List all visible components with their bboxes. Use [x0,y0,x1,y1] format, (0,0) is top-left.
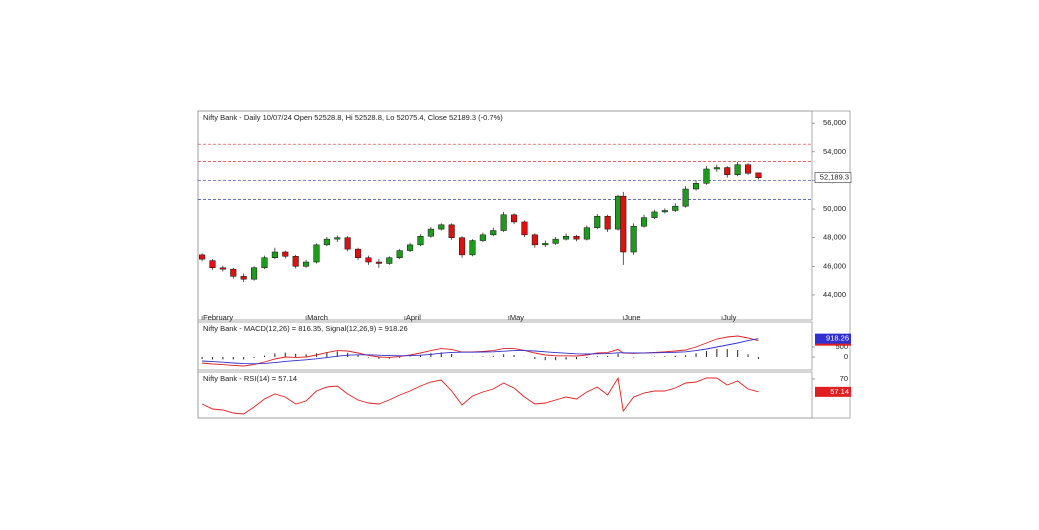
candle-body [417,236,424,246]
candle-body [448,224,455,238]
candle-body [724,167,731,175]
candle-body [651,211,658,218]
candle-body [604,215,611,230]
candle-body [282,251,289,257]
last-price-label: 52,189.3 [820,173,849,182]
end-label: 57.14 [830,387,849,396]
y-tick-label: 44,000 [823,290,846,299]
candle-body [230,268,237,277]
candle-body [531,234,538,246]
candle-body [427,228,434,237]
candle-body [386,257,393,264]
candle-body [734,164,741,175]
candle-body [500,214,507,231]
candle-body [344,237,351,250]
panel-frame [197,110,813,321]
end-label-box [815,386,851,397]
y-tick-label: 70 [840,374,848,383]
candle-body [438,224,445,230]
candle-body [661,210,668,213]
candle-body [682,188,689,207]
y-tick-label: 50,000 [823,204,846,213]
series-line [202,335,759,367]
candle-body [209,260,216,269]
candle-body [573,236,580,240]
candle-body [583,227,590,240]
candle-body [469,240,476,256]
panel-title: Nifty Bank - Daily 10/07/24 Open 52528.8… [203,113,503,122]
panel-frame [197,321,813,371]
candle-body [365,257,372,263]
candle-body [479,234,486,241]
candle-body [713,167,720,170]
y-tick-label: 0 [844,352,848,361]
candle-body [313,244,320,263]
end-label: 918.26 [826,334,849,343]
candle-body [355,248,362,258]
end-label-box [815,333,851,344]
candle-body [511,214,518,223]
candle-body [615,195,622,230]
candle-body [375,261,382,264]
candle-body [334,237,341,240]
candle-body [521,221,528,236]
candle-body [594,215,601,228]
candle-body [490,230,497,236]
candle-body [271,251,278,258]
x-tick-label: May [510,313,524,322]
x-tick-label: July [723,313,737,322]
candle-body [292,256,299,267]
candle-body [641,217,648,227]
y-tick-label: 54,000 [823,147,846,156]
candle-body [303,261,310,267]
candle-body [219,267,226,270]
candle-body [323,238,330,246]
y-tick-label: 46,000 [823,261,846,270]
candle-body [261,257,268,269]
candle-body [552,238,559,244]
candle-body [620,195,627,253]
y-tick-label: 56,000 [823,118,846,127]
candle-body [199,254,206,260]
x-tick-label: June [624,313,640,322]
candle-body [407,244,414,251]
x-tick-label: April [406,313,421,322]
last-price-box [814,172,852,184]
candle-body [251,267,258,280]
candle-body [672,205,679,211]
candle-body [459,237,466,256]
x-tick-label: February [203,313,233,322]
series-line [202,338,759,365]
candle-body [744,164,752,174]
panel-title: Nifty Bank - RSI(14) = 57.14 [203,374,297,383]
candle-body [692,183,700,190]
y-tick-label: 48,000 [823,233,846,242]
series-line [201,376,759,415]
panel-title: Nifty Bank - MACD(12,26) = 816.35, Signa… [203,324,408,333]
candle-body [542,243,549,246]
candle-body [703,168,710,184]
candle-body [755,172,762,178]
candle-body [563,236,570,240]
candle-body [240,276,247,280]
candle-body [396,250,403,258]
candle-body [630,225,637,253]
panel-frame [197,371,813,419]
x-tick-label: March [307,313,328,322]
y-tick-label: 500 [835,342,848,351]
